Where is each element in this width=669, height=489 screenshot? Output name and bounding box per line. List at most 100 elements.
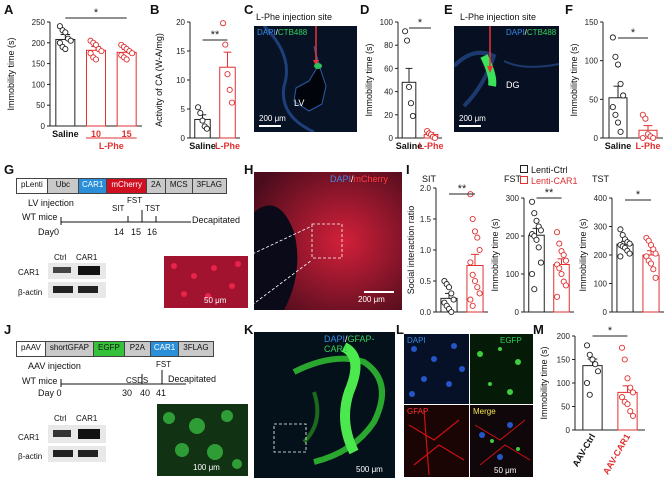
g-blot-row-car1: CAR1 — [18, 268, 40, 277]
y-axis-label: Immobility time (s) — [6, 37, 16, 110]
data-point — [450, 296, 457, 303]
g-western-blot — [48, 263, 106, 298]
data-point — [404, 37, 411, 44]
data-point — [618, 344, 626, 351]
g-injection-label: LV injection — [28, 198, 74, 208]
h-scalebar — [364, 291, 394, 293]
legend-i: Lenti-Ctrl Lenti-CAR1 — [520, 165, 578, 187]
data-point — [629, 389, 637, 396]
j-blot-row-car1: CAR1 — [18, 433, 40, 442]
l-dapi-label: DAPI — [407, 336, 426, 345]
g-mice-label: WT mice — [22, 212, 58, 222]
data-point — [586, 351, 593, 358]
l-gfap-label: GFAP — [407, 407, 429, 416]
j-blot-car1: CAR1 — [76, 414, 98, 423]
e-region-label: DG — [506, 80, 520, 90]
y-tick-label: 0 — [41, 122, 46, 131]
j-construct-map: pAAV shortGFAP EGFP P2A CAR1 3FLAG — [16, 341, 214, 357]
c-micrograph: DAPI/CTB488 LV 200 μm — [254, 26, 357, 132]
data-point — [554, 293, 561, 300]
data-point — [56, 39, 63, 46]
x-tick-label: Saline — [605, 141, 632, 151]
data-point — [560, 251, 567, 259]
data-point — [431, 134, 438, 142]
data-point — [531, 210, 538, 217]
k-scalebar-label: 500 μm — [356, 465, 383, 474]
data-point — [537, 259, 544, 266]
j-day-40: 40 — [140, 388, 151, 398]
data-point — [98, 48, 105, 55]
data-point — [476, 290, 483, 297]
data-point — [614, 61, 622, 68]
data-point — [614, 119, 622, 126]
data-point — [627, 408, 634, 415]
y-axis-label: Activity of CA (W-A/mg) — [154, 33, 164, 127]
data-point — [621, 356, 628, 363]
l-merge-label: Merge — [473, 407, 496, 416]
g-timeline — [60, 210, 191, 225]
panel-label-e: E — [444, 2, 453, 17]
j-day-label: Day 0 — [38, 388, 62, 398]
l-merge-tile: Merge 50 μm — [470, 405, 533, 477]
e-title: L-Phe injection site — [460, 12, 537, 22]
j-construct-3flag: 3FLAG — [179, 342, 213, 356]
x-tick-label: Saline — [189, 141, 216, 151]
panel-label-h: H — [244, 162, 254, 177]
y-tick-label: 5 — [181, 105, 186, 114]
x-tick-label: 10 — [91, 129, 101, 139]
y-axis-label: Immobility time (s) — [578, 218, 588, 291]
e-stain-label: DAPI/CTB488 — [506, 28, 557, 37]
y-tick-label: 80 — [384, 41, 393, 50]
g-day-label: Day0 — [38, 227, 60, 237]
g-construct-map: pLenti Ubc CAR1 mCherry 2A MCS 3FLAG — [16, 178, 227, 194]
y-tick-label: 200 — [557, 332, 571, 341]
data-point — [531, 286, 538, 293]
j-day-41: 41 — [156, 388, 167, 398]
data-point — [87, 50, 94, 57]
panel-label-k: K — [244, 322, 254, 337]
data-point — [624, 375, 631, 382]
g-construct-car1: CAR1 — [79, 179, 108, 193]
panel-label-m: M — [533, 322, 544, 337]
data-point — [589, 356, 596, 363]
x-tick-label: AAV-Ctrl — [570, 432, 597, 468]
chart-i-fst: 0 100 200 300 Immobility time (s) ** FST — [490, 174, 574, 317]
y-tick-label: 100 — [32, 80, 46, 89]
data-point — [629, 412, 637, 419]
data-point — [123, 56, 130, 63]
chart-title: FST — [504, 174, 522, 184]
g-day-16: 16 — [147, 227, 158, 237]
data-point — [203, 125, 210, 132]
j-end-label: Decapitated — [168, 374, 217, 384]
g-day-14: 14 — [114, 227, 125, 237]
data-point — [639, 134, 646, 142]
legend-item-car1: Lenti-CAR1 — [520, 176, 578, 187]
g-blot-car1: CAR1 — [76, 253, 98, 262]
y-axis-label: Immobility time (s) — [364, 43, 374, 116]
data-point — [407, 100, 414, 107]
j-event-csds: CSDS — [126, 376, 149, 385]
data-point — [226, 86, 233, 93]
data-point — [537, 227, 544, 234]
y-tick-label: 100 — [557, 379, 571, 388]
data-point — [609, 34, 616, 41]
panel-label-l: L — [396, 322, 404, 337]
data-point — [92, 41, 100, 48]
y-tick-label: 150 — [585, 18, 599, 27]
j-construct-paav: pAAV — [17, 342, 46, 356]
data-point — [471, 228, 479, 235]
h-inset-scalebar-label: 50 μm — [204, 296, 227, 305]
g-event-sit: SIT — [112, 204, 125, 213]
data-point — [476, 246, 483, 254]
significance-marker: ** — [211, 29, 220, 41]
data-point — [626, 240, 633, 247]
h-scalebar-label: 200 μm — [358, 295, 385, 304]
data-point — [474, 284, 481, 291]
chart-title: TST — [592, 174, 610, 184]
data-point — [445, 284, 453, 291]
y-tick-label: 100 — [585, 57, 599, 66]
y-tick-label: 1.5 — [420, 215, 432, 224]
g-construct-mcs: MCS — [165, 179, 193, 193]
g-construct-ubc: Ubc — [47, 179, 80, 193]
data-point — [402, 28, 409, 35]
